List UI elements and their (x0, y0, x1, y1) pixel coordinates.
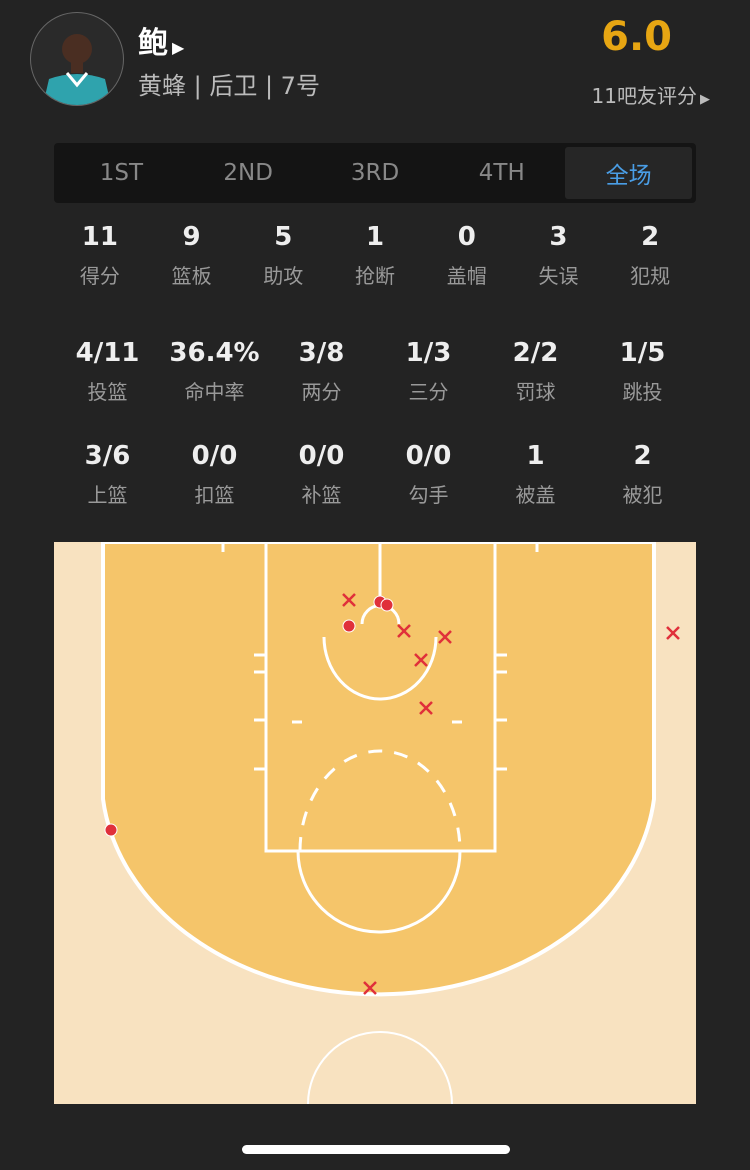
stat-label: 助攻 (263, 264, 304, 288)
court-lines (221, 542, 539, 1104)
stat-value: 0/0 (405, 441, 452, 471)
stat-label: 抢断 (355, 264, 396, 288)
shot-missed (666, 626, 680, 640)
stat-value: 0/0 (191, 441, 238, 471)
shot-missed (419, 701, 433, 715)
stat-item: 0/0 补篮 (268, 441, 375, 508)
stat-label: 篮板 (171, 264, 212, 288)
stat-label: 被盖 (515, 483, 556, 507)
tab-2nd[interactable]: 2ND (223, 160, 273, 186)
home-indicator[interactable] (242, 1145, 510, 1154)
stat-item: 1 被盖 (482, 441, 589, 508)
caret-right-icon: ▶ (700, 92, 710, 107)
stat-item: 5 助攻 (237, 222, 329, 289)
period-tabs: 1ST 2ND 3RD 4TH 全场 (54, 143, 696, 203)
stat-value: 1 (365, 222, 385, 252)
rating-score: 6.0 (601, 14, 672, 60)
stat-value: 36.4% (169, 338, 260, 368)
stat-value: 2 (633, 441, 652, 471)
stat-value: 0/0 (298, 441, 345, 471)
shot-missed (438, 630, 452, 644)
stat-value: 3/6 (84, 441, 131, 471)
stat-item: 0/0 勾手 (375, 441, 482, 508)
stat-value: 0 (457, 222, 476, 252)
stat-label: 失误 (538, 264, 579, 288)
stat-item: 3/6 上篮 (54, 441, 161, 508)
tab-1st[interactable]: 1ST (99, 160, 144, 186)
stat-value: 4/11 (75, 338, 140, 368)
stat-value: 1/5 (619, 338, 666, 368)
stat-label: 罚球 (515, 380, 556, 404)
stat-item: 11 得分 (54, 222, 146, 289)
stat-item: 2 被犯 (589, 441, 696, 508)
stat-label: 三分 (408, 380, 449, 404)
tab-3rd[interactable]: 3RD (350, 160, 400, 186)
player-name[interactable]: 鲍 ▶ (138, 18, 184, 62)
stat-value: 11 (81, 222, 118, 252)
stat-item: 1 抢断 (329, 222, 421, 289)
stat-label: 上篮 (87, 483, 128, 507)
stat-value: 2 (641, 222, 660, 252)
stat-item: 1/5 跳投 (589, 338, 696, 405)
stat-item: 0/0 扣篮 (161, 441, 268, 508)
player-name-text: 鲍 (138, 26, 168, 61)
shot-chart (54, 542, 696, 1104)
stat-value: 1 (526, 441, 545, 471)
rating-link[interactable]: 11吧友评分 ▶ (592, 80, 710, 109)
stat-label: 勾手 (408, 483, 449, 507)
stat-value: 5 (274, 222, 293, 252)
shot-made (342, 619, 356, 633)
stat-label: 被犯 (622, 483, 663, 507)
caret-right-icon: ▶ (172, 38, 185, 57)
stat-item: 1/3 三分 (375, 338, 482, 405)
stat-value: 1/3 (405, 338, 452, 368)
shot-missed (342, 593, 356, 607)
stat-value: 3 (549, 222, 568, 252)
stat-label: 投篮 (87, 380, 128, 404)
stat-value: 9 (182, 222, 201, 252)
shot-made (104, 823, 118, 837)
stat-label: 跳投 (622, 380, 663, 404)
shot-made (380, 598, 394, 612)
stat-value: 2/2 (512, 338, 559, 368)
stats-row-shooting: 4/11 投篮 36.4% 命中率 3/8 两分 1/3 三分 2/2 罚球 1/5 跳投 (54, 338, 696, 405)
rating-count: 11吧友评分 (591, 84, 697, 108)
player-avatar[interactable] (30, 12, 124, 106)
stat-label: 补篮 (301, 483, 342, 507)
tab-full-game[interactable]: 全场 (565, 147, 692, 199)
tab-4th[interactable]: 4TH (478, 160, 525, 186)
stat-item: 36.4% 命中率 (161, 338, 268, 405)
stat-label: 扣篮 (194, 483, 235, 507)
stat-label: 得分 (79, 264, 120, 288)
shot-markers (104, 593, 680, 995)
shot-missed (363, 981, 377, 995)
stat-label: 两分 (301, 380, 342, 404)
stat-item: 3/8 两分 (268, 338, 375, 405)
stat-value: 3/8 (298, 338, 345, 368)
three-point-area (101, 542, 656, 997)
stat-item: 9 篮板 (146, 222, 238, 289)
stat-item: 2/2 罚球 (482, 338, 589, 405)
shot-missed (397, 624, 411, 638)
player-info: 黄蜂 | 后卫 | 7号 (138, 72, 320, 100)
stat-item: 3 失误 (513, 222, 605, 289)
stat-label: 命中率 (184, 380, 245, 404)
stats-row-shot-types: 3/6 上篮 0/0 扣篮 0/0 补篮 0/0 勾手 1 被盖 2 被犯 (54, 441, 696, 508)
shot-missed (414, 653, 428, 667)
stats-row-basic: 11 得分 9 篮板 5 助攻 1 抢断 0 盖帽 3 失误 2 犯规 (54, 222, 696, 289)
stat-item: 0 盖帽 (421, 222, 513, 289)
stat-item: 4/11 投篮 (54, 338, 161, 405)
stat-item: 2 犯规 (604, 222, 696, 289)
stat-label: 犯规 (630, 264, 671, 288)
stat-label: 盖帽 (446, 264, 487, 288)
